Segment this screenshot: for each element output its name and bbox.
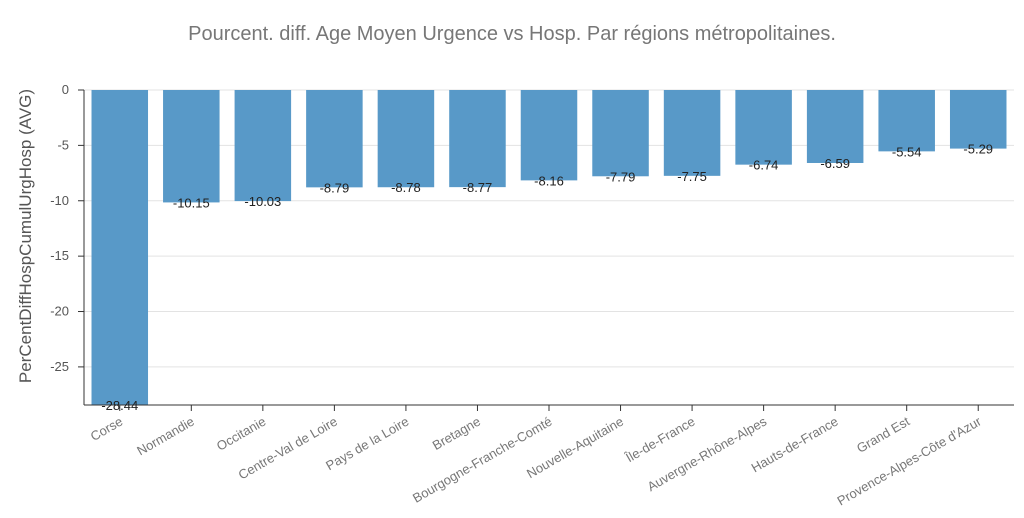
bar [234,90,292,202]
data-label: -10.03 [244,194,281,209]
x-tick-label: Corse [88,414,126,444]
data-label: -8.78 [391,180,421,195]
data-label: -28.44 [101,398,138,413]
bars [91,90,1007,405]
x-tick-label: Auvergne-Rhône-Alpes [645,413,770,494]
bar [306,90,363,188]
bar [806,90,864,163]
data-label: -5.29 [963,142,993,157]
bar [520,90,578,181]
x-tick-label: Bretagne [430,414,483,453]
x-tick-label: Bourgogne-Franche-Comté [410,414,555,506]
data-label: -8.79 [320,180,350,195]
bar [878,90,935,152]
x-tick-label: Normandie [134,414,197,459]
data-label: -10.15 [173,195,210,210]
data-label: -6.74 [749,158,779,173]
data-label: -6.59 [820,156,850,171]
bar [91,90,149,405]
y-tick-label: 0 [62,82,69,97]
y-tick-label: -15 [50,248,69,263]
data-label: -8.77 [463,180,493,195]
data-label: -5.54 [892,144,922,159]
axes: 0 -5 -10 -15 -20 -25 [50,82,1014,411]
bar [592,90,649,177]
bar [949,90,1007,149]
data-label: -8.16 [534,173,564,188]
x-tick-label: Occitanie [214,414,268,454]
bar [377,90,435,188]
y-tick-label: -5 [57,137,69,152]
bar [163,90,220,203]
y-tick-label: -25 [50,359,69,374]
y-axis-label: PerCentDiffHospCumulUrgHosp (AVG) [16,89,35,383]
y-tick-label: -10 [50,193,69,208]
y-tick-label: -20 [50,304,69,319]
x-tick-label: Grand Est [854,413,913,455]
data-label: -7.79 [606,169,636,184]
bar [663,90,721,176]
data-labels: -28.44 -10.15 -10.03 -8.79 -8.78 -8.77 -8.16 -7… [101,142,993,413]
data-label: -7.75 [677,169,707,184]
chart-title: Pourcent. diff. Age Moyen Urgence vs Hos… [188,23,836,45]
bar [449,90,506,188]
bar [735,90,792,165]
